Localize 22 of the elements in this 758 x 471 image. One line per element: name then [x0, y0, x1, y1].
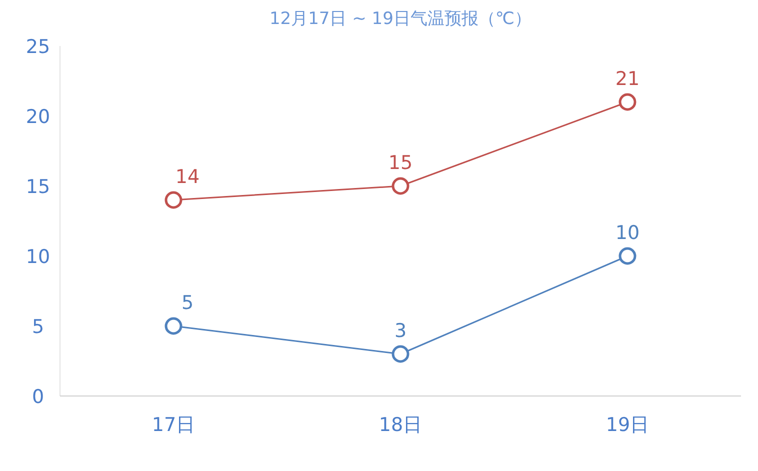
y-tick-label: 0: [32, 386, 44, 408]
x-tick-label: 18日: [378, 414, 422, 436]
point: [392, 345, 410, 363]
data-label: 3: [394, 320, 407, 342]
point: [392, 177, 410, 195]
data-label: 21: [615, 68, 640, 90]
y-tick-label: 5: [32, 316, 44, 338]
data-label: 5: [181, 292, 194, 314]
x-tick-label: 19日: [606, 414, 650, 436]
data-label: 10: [615, 222, 640, 244]
y-tick-label: 20: [26, 106, 50, 128]
point: [618, 247, 636, 265]
chart-title: 12月17日 ~ 19日气温预报（℃）: [269, 9, 532, 29]
x-tick-label: 17日: [152, 414, 196, 436]
point: [164, 317, 182, 335]
point: [164, 191, 182, 209]
y-tick-label: 10: [26, 246, 50, 268]
data-label: 14: [175, 166, 200, 188]
point: [618, 93, 636, 111]
y-tick-label: 15: [26, 176, 50, 198]
y-tick-label: 25: [26, 36, 50, 58]
data-label: 15: [388, 152, 413, 174]
